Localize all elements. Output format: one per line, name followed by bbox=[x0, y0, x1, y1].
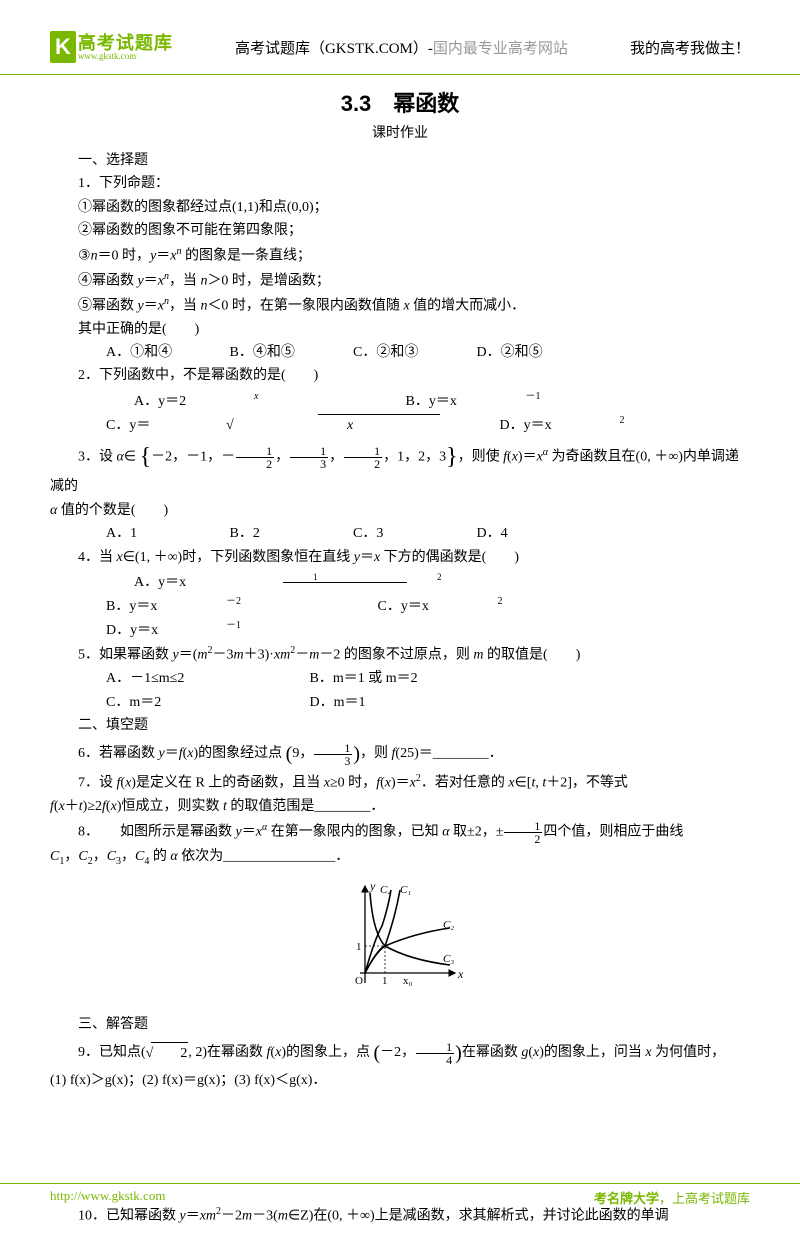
q2-stem: 2．下列函数中，不是幂函数的是( ) bbox=[50, 365, 750, 387]
logo-text: 高考试题库 www.gkstk.com bbox=[78, 34, 173, 61]
q1-p1: ①幂函数的图象都经过点(1,1)和点(0,0)； bbox=[50, 197, 750, 219]
q8-line2: C1，C2，C3，C4 的 α 依次为________________． bbox=[50, 846, 750, 870]
q1-opt-c: C．②和③ bbox=[325, 342, 445, 364]
header-center-prefix: 高考试题库（GKSTK.COM）- bbox=[235, 41, 433, 57]
q6: 6．若幂函数 y＝f(x)的图象经过点 (9，13)，则 f(25)＝_____… bbox=[50, 738, 750, 770]
q1-opt-a: A．①和④ bbox=[78, 342, 198, 364]
q1-options: A．①和④ B．④和⑤ C．②和③ D．②和⑤ bbox=[50, 342, 750, 364]
svg-text:C₄: C₄ bbox=[380, 884, 391, 896]
svg-text:x: x bbox=[457, 967, 464, 981]
logo-cn: 高考试题库 bbox=[78, 34, 173, 52]
q1-p2: ②幂函数的图象不可能在第四象限； bbox=[50, 220, 750, 242]
q5-options-1: A．－1≤m≤2 B．m＝1 或 m＝2 bbox=[50, 668, 750, 690]
q3-stem-2: α 值的个数是( ) bbox=[50, 500, 750, 522]
svg-text:O: O bbox=[355, 975, 363, 987]
q8: 8． 如图所示是幂函数 y＝xα 在第一象限内的图象，已知 α 取±2，±12四… bbox=[50, 820, 750, 845]
q1-p6: 其中正确的是( ) bbox=[50, 319, 750, 341]
svg-text:C₂: C₂ bbox=[443, 919, 454, 931]
svg-text:C₃: C₃ bbox=[443, 953, 454, 965]
page-subtitle: 课时作业 bbox=[50, 122, 750, 142]
q2-opt-c: C．y＝x bbox=[50, 414, 440, 437]
q1-p3: ③n＝0 时，y＝xn 的图象是一条直线； bbox=[50, 244, 750, 268]
footer-row: http://www.gkstk.com 考名牌大学，上高考试题库 bbox=[0, 1184, 800, 1207]
section-1-heading: 一、选择题 bbox=[50, 150, 750, 172]
q4-opt-b: B．y＝x－2 bbox=[50, 594, 318, 618]
q1-opt-d: D．②和⑤ bbox=[449, 342, 569, 364]
page-title: 3.3 幂函数 bbox=[50, 86, 750, 118]
q10: 10．已知幂函数 y＝xm2－2m－3(m∈Z)在(0, ＋∞)上是减函数，求其… bbox=[50, 1204, 750, 1228]
q2-opt-d: D．y＝x2 bbox=[444, 413, 712, 437]
header-right: 我的高考我做主！ bbox=[630, 37, 750, 58]
q3-opt-d: D．4 bbox=[449, 523, 569, 545]
logo-url: www.gkstk.com bbox=[78, 52, 173, 61]
q3-opt-c: C．3 bbox=[325, 523, 445, 545]
page: K 高考试题库 www.gkstk.com 高考试题库（GKSTK.COM）-国… bbox=[0, 0, 800, 1249]
q5-opt-a: A．－1≤m≤2 bbox=[78, 668, 278, 690]
header-center-gray: 国内最专业高考网站 bbox=[433, 41, 568, 57]
q2-options: A．y＝2x B．y＝x－1 C．y＝x D．y＝x2 bbox=[50, 389, 750, 437]
power-function-graph-svg: x y O 1 1 x₀ C₁ C₄ C₂ bbox=[330, 878, 470, 998]
q5-opt-d: D．m＝1 bbox=[282, 692, 402, 714]
svg-text:1: 1 bbox=[382, 975, 388, 987]
footer-url[interactable]: http://www.gkstk.com bbox=[50, 1188, 165, 1207]
header: K 高考试题库 www.gkstk.com 高考试题库（GKSTK.COM）-国… bbox=[50, 20, 750, 74]
q1-stem: 1．下列命题： bbox=[50, 173, 750, 195]
q1-p4: ④幂函数 y＝xn，当 n＞0 时，是增函数； bbox=[50, 269, 750, 293]
q7: 7．设 f(x)是定义在 R 上的奇函数，且当 x≥0 时，f(x)＝x2．若对… bbox=[50, 771, 750, 795]
q9: 9．已知点(2, 2)在幂函数 f(x)的图象上，点 (－2，14)在幂函数 g… bbox=[50, 1037, 750, 1069]
q2-opt-a: A．y＝2x bbox=[78, 389, 346, 413]
logo-k: K bbox=[50, 31, 76, 63]
q5-opt-b: B．m＝1 或 m＝2 bbox=[282, 668, 418, 690]
q4-opt-d: D．y＝x－1 bbox=[50, 618, 318, 642]
content: 一、选择题 1．下列命题： ①幂函数的图象都经过点(1,1)和点(0,0)； ②… bbox=[50, 150, 750, 1228]
q5-options-2: C．m＝2 D．m＝1 bbox=[50, 692, 750, 714]
logo: K 高考试题库 www.gkstk.com bbox=[50, 31, 173, 63]
q1-opt-b: B．④和⑤ bbox=[202, 342, 322, 364]
svg-text:C₁: C₁ bbox=[400, 884, 411, 896]
q3-opt-a: A．1 bbox=[78, 523, 198, 545]
svg-text:y: y bbox=[369, 879, 376, 893]
q4-opt-c: C．y＝x2 bbox=[322, 594, 590, 618]
q8-graph: x y O 1 1 x₀ C₁ C₄ C₂ bbox=[50, 878, 750, 1006]
q3-stem: 3．设 α∈ {－2，－1，－12，13，12，1，2，3}，则使 f(x)＝x… bbox=[50, 438, 750, 499]
q3-opt-b: B．2 bbox=[202, 523, 322, 545]
header-line bbox=[0, 74, 800, 75]
q4-opt-a: A．y＝x12 bbox=[78, 570, 532, 594]
q1-p5: ⑤幂函数 y＝xn，当 n＜0 时，在第一象限内函数值随 x 值的增大而减小． bbox=[50, 294, 750, 318]
q2-opt-b: B．y＝x－1 bbox=[350, 389, 618, 413]
q9-line2: (1) f(x)＞g(x)；(2) f(x)＝g(x)；(3) f(x)＜g(x… bbox=[50, 1070, 750, 1092]
section-2-heading: 二、填空题 bbox=[50, 715, 750, 737]
q4-options: A．y＝x12 B．y＝x－2 C．y＝x2 D．y＝x－1 bbox=[50, 570, 750, 642]
svg-text:1: 1 bbox=[356, 941, 362, 953]
footer-slogan: 考名牌大学，上高考试题库 bbox=[594, 1188, 750, 1207]
svg-text:x₀: x₀ bbox=[403, 975, 413, 987]
section-3-heading: 三、解答题 bbox=[50, 1014, 750, 1036]
q5-stem: 5．如果幂函数 y＝(m2－3m＋3)·xm2－m－2 的图象不过原点，则 m … bbox=[50, 643, 750, 667]
q7-line2: f(x＋t)≥2f(x)恒成立，则实数 t 的取值范围是________． bbox=[50, 796, 750, 818]
q5-opt-c: C．m＝2 bbox=[78, 692, 278, 714]
footer: http://www.gkstk.com 考名牌大学，上高考试题库 bbox=[0, 1183, 800, 1207]
q4-stem: 4．当 x∈(1, ＋∞)时，下列函数图象恒在直线 y＝x 下方的偶函数是( ) bbox=[50, 547, 750, 569]
q3-options: A．1 B．2 C．3 D．4 bbox=[50, 523, 750, 545]
header-center: 高考试题库（GKSTK.COM）-国内最专业高考网站 bbox=[235, 37, 568, 58]
